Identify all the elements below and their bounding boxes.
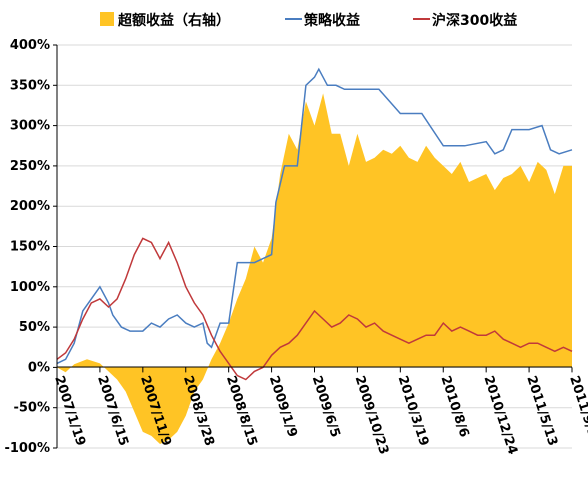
x-tick-label: 2009/6/5 [309, 374, 343, 439]
x-tick-label: 2009/1/9 [266, 374, 300, 439]
chart-legend: 超额收益（右轴） 策略收益 沪深300收益 [100, 12, 517, 29]
y-tick-label: -50% [13, 401, 50, 416]
series-area-excess [57, 93, 572, 445]
x-tick-label: 2010/8/6 [437, 374, 471, 439]
x-tick-label: 2011/5/13 [523, 374, 560, 448]
y-tick-label: 350% [10, 78, 50, 93]
legend-item-strategy: 策略收益 [285, 12, 360, 29]
legend-label-strategy: 策略收益 [303, 12, 360, 29]
y-tick-label: 400% [10, 38, 50, 53]
series-layer [56, 67, 573, 445]
y-axis-ticks: 400% 350% 300% 250% 200% 150% 100% 50% 0% -50% -10… [4, 38, 57, 456]
y-tick-label: 0% [28, 360, 50, 375]
x-tick-label: 2010/3/19 [395, 374, 432, 448]
legend-label-excess: 超额收益（右轴） [117, 12, 230, 29]
series-line-hs300 [56, 237, 573, 381]
x-tick-label: 2010/12/24 [480, 374, 520, 456]
y-tick-label: 50% [19, 320, 50, 335]
legend-swatch-excess [100, 12, 114, 26]
y-tick-label: 150% [10, 240, 50, 255]
y-tick-label: 200% [10, 199, 50, 214]
y-tick-label: 100% [10, 280, 50, 295]
y-tick-label: -100% [4, 441, 50, 456]
y-tick-label: 250% [10, 159, 50, 174]
legend-item-hs300: 沪深300收益 [413, 12, 517, 29]
x-tick-label: 2011/9/30 [566, 374, 588, 448]
y-tick-label: 300% [10, 119, 50, 134]
legend-item-excess: 超额收益（右轴） [100, 12, 230, 29]
x-tick-label: 2009/10/23 [352, 374, 392, 456]
legend-label-hs300: 沪深300收益 [432, 12, 517, 29]
series-line-strategy [56, 67, 573, 365]
x-tick-label: 2008/8/15 [223, 374, 260, 448]
